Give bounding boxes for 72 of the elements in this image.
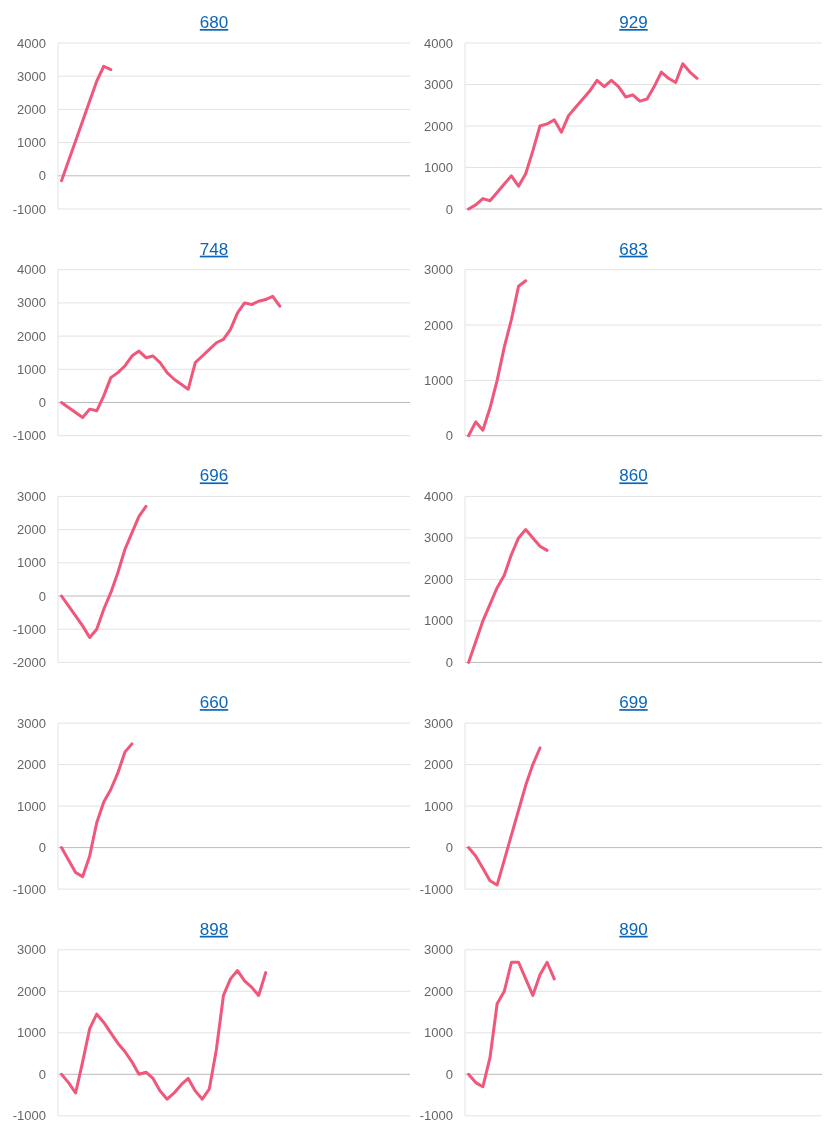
y-tick-label: 3000: [424, 942, 453, 958]
y-tick-label: 2000: [17, 522, 46, 538]
chart-title: 660: [199, 693, 229, 713]
line-series: [60, 742, 134, 879]
y-tick-label: 2000: [17, 328, 46, 344]
y-tick-label: 3000: [17, 295, 46, 311]
y-tick-label: -2000: [12, 654, 46, 670]
y-tick-label: 2000: [424, 317, 453, 333]
line-series: [60, 294, 282, 419]
y-tick-label: 4000: [424, 488, 453, 504]
line-series: [467, 62, 699, 211]
y-tick-label: 2000: [424, 983, 453, 999]
y-tick-label: -1000: [12, 1108, 46, 1124]
y-tick-label: -1000: [12, 881, 46, 897]
y-tick-label: 1000: [17, 555, 46, 571]
y-tick-label: 2000: [424, 118, 453, 134]
y-tick-label: 1000: [17, 1025, 46, 1041]
y-tick-label: 3000: [17, 715, 46, 731]
line-series: [60, 64, 113, 183]
chart-title: 898: [199, 919, 229, 939]
chart-title: 860: [619, 466, 648, 486]
y-tick-label: -1000: [12, 428, 46, 444]
y-tick-label: 0: [38, 395, 46, 411]
y-tick-label: 0: [38, 168, 46, 184]
y-tick-label: -1000: [12, 621, 46, 637]
y-tick-label: 1000: [424, 613, 453, 629]
chart-title: 699: [619, 693, 648, 713]
line-series: [60, 504, 148, 639]
chart-title: 890: [619, 919, 648, 939]
y-tick-label: 3000: [424, 262, 453, 278]
y-tick-label: 1000: [17, 798, 46, 814]
chart-title: 696: [199, 466, 229, 486]
line-series: [467, 960, 556, 1089]
y-tick-label: -1000: [12, 201, 46, 217]
line-series: [467, 528, 549, 664]
y-tick-label: 0: [38, 588, 46, 604]
chart-title: 683: [619, 239, 648, 259]
y-tick-label: 1000: [424, 160, 453, 176]
y-tick-label: -1000: [419, 1108, 453, 1124]
y-tick-label: 2000: [424, 571, 453, 587]
chart-title: 680: [199, 13, 229, 32]
chart-title: 748: [199, 239, 229, 259]
y-tick-label: 1000: [424, 798, 453, 814]
y-tick-label: 4000: [424, 35, 453, 51]
y-tick-label: 3000: [424, 530, 453, 546]
y-tick-label: 2000: [424, 757, 453, 773]
y-tick-label: 2000: [17, 101, 46, 117]
y-tick-label: 0: [38, 840, 46, 856]
y-tick-label: 0: [445, 428, 453, 444]
y-tick-label: 0: [445, 840, 453, 856]
y-tick-label: 1000: [424, 1025, 453, 1041]
line-series: [60, 969, 268, 1101]
y-tick-label: 3000: [17, 68, 46, 84]
line-series: [467, 279, 528, 438]
y-tick-label: 3000: [424, 715, 453, 731]
y-tick-label: 0: [38, 1066, 46, 1082]
y-tick-label: 3000: [17, 488, 46, 504]
y-tick-label: 0: [445, 201, 453, 217]
y-tick-label: 3000: [424, 77, 453, 93]
y-tick-label: 0: [445, 654, 453, 670]
y-tick-label: 4000: [17, 262, 46, 278]
chart-title: 929: [619, 13, 648, 32]
y-tick-label: 1000: [17, 361, 46, 377]
line-series: [467, 746, 542, 887]
y-tick-label: -1000: [419, 881, 453, 897]
y-tick-label: 4000: [17, 35, 46, 51]
y-tick-label: 3000: [17, 942, 46, 958]
y-tick-label: 2000: [17, 757, 46, 773]
y-tick-label: 1000: [424, 372, 453, 388]
y-tick-label: 0: [445, 1066, 453, 1082]
y-tick-label: 1000: [17, 135, 46, 151]
y-tick-label: 2000: [17, 983, 46, 999]
